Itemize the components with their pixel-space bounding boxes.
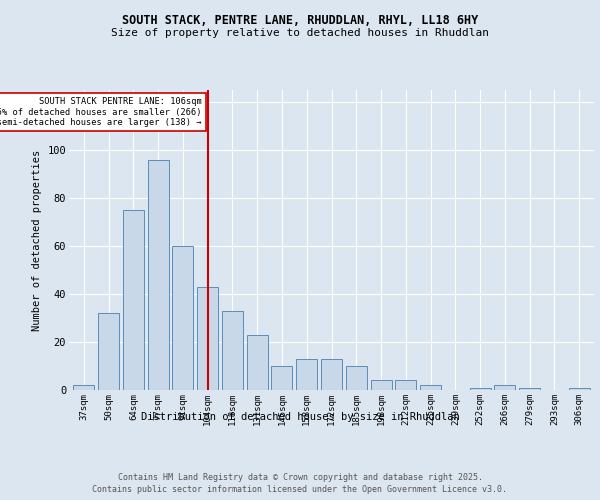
Bar <box>569 388 590 390</box>
Bar <box>148 160 169 390</box>
Bar <box>197 287 218 390</box>
Bar <box>519 388 540 390</box>
Bar <box>98 313 119 390</box>
Text: Distribution of detached houses by size in Rhuddlan: Distribution of detached houses by size … <box>140 412 460 422</box>
Bar <box>123 210 144 390</box>
Text: Contains public sector information licensed under the Open Government Licence v3: Contains public sector information licen… <box>92 485 508 494</box>
Text: SOUTH STACK, PENTRE LANE, RHUDDLAN, RHYL, LL18 6HY: SOUTH STACK, PENTRE LANE, RHUDDLAN, RHYL… <box>122 14 478 27</box>
Bar <box>395 380 416 390</box>
Text: Contains HM Land Registry data © Crown copyright and database right 2025.: Contains HM Land Registry data © Crown c… <box>118 472 482 482</box>
Bar <box>222 311 243 390</box>
Bar <box>494 385 515 390</box>
Y-axis label: Number of detached properties: Number of detached properties <box>32 150 42 330</box>
Text: Size of property relative to detached houses in Rhuddlan: Size of property relative to detached ho… <box>111 28 489 38</box>
Bar <box>371 380 392 390</box>
Bar <box>346 366 367 390</box>
Bar <box>271 366 292 390</box>
Bar <box>321 359 342 390</box>
Bar <box>73 385 94 390</box>
Bar <box>172 246 193 390</box>
Text: SOUTH STACK PENTRE LANE: 106sqm
← 65% of detached houses are smaller (266)
34% o: SOUTH STACK PENTRE LANE: 106sqm ← 65% of… <box>0 97 202 127</box>
Bar <box>420 385 441 390</box>
Bar <box>470 388 491 390</box>
Bar <box>296 359 317 390</box>
Bar <box>247 335 268 390</box>
